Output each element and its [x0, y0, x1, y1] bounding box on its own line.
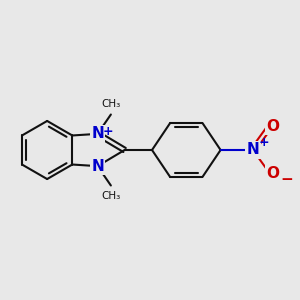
Text: N: N	[91, 159, 104, 174]
Text: O: O	[266, 119, 280, 134]
Text: O: O	[266, 166, 280, 181]
Text: +: +	[259, 136, 269, 149]
Text: N: N	[91, 126, 104, 141]
Text: CH₃: CH₃	[101, 191, 121, 201]
Text: N: N	[247, 142, 259, 158]
Text: −: −	[280, 172, 293, 187]
Text: +: +	[103, 125, 113, 138]
Text: CH₃: CH₃	[101, 99, 121, 109]
